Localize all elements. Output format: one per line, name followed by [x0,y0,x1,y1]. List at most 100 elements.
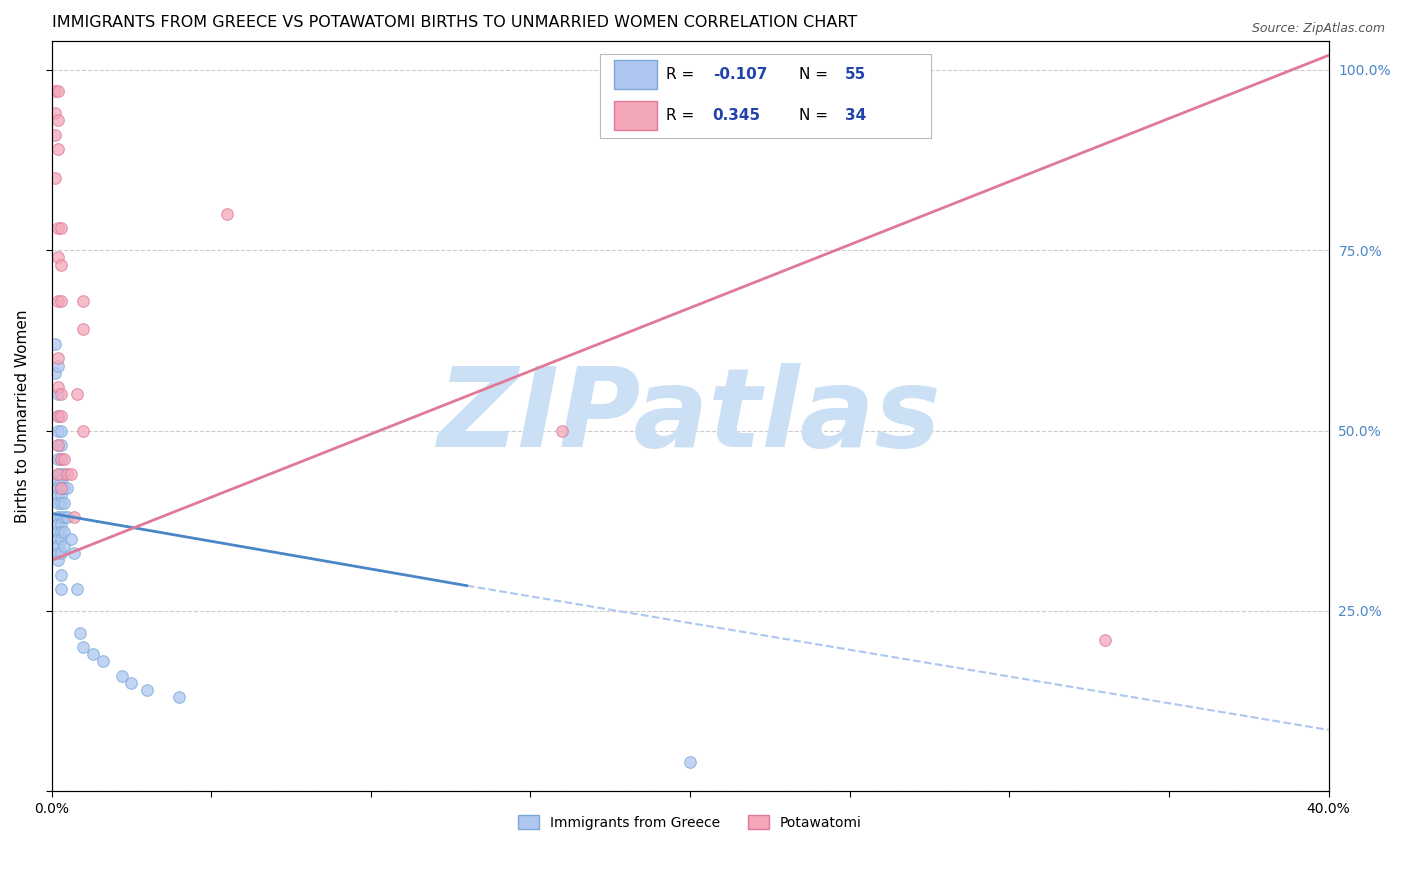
Point [46,221,69,235]
Point [44,366,66,380]
Point [551,424,574,438]
Point [82,647,104,661]
Point [679,756,702,770]
Point [46,113,69,128]
Point [49,524,72,539]
Point [53,481,76,495]
Point [46,380,69,394]
Point [46,452,69,467]
Text: IMMIGRANTS FROM GREECE VS POTAWATOMI BIRTHS TO UNMARRIED WOMEN CORRELATION CHART: IMMIGRANTS FROM GREECE VS POTAWATOMI BIR… [52,15,856,30]
Point [56,510,79,524]
Point [217,207,239,221]
Point [49,438,72,452]
Point [53,467,76,481]
Bar [613,101,657,130]
Point [46,553,69,567]
Text: 0.345: 0.345 [713,108,761,123]
Point [44,337,66,351]
Point [63,510,86,524]
Point [49,582,72,597]
Point [46,438,69,452]
Point [72,293,94,308]
Point [66,387,89,401]
Point [46,467,69,481]
Text: -0.107: -0.107 [713,67,768,82]
Point [49,452,72,467]
Point [46,409,69,423]
Point [46,496,69,510]
Point [53,524,76,539]
Point [63,546,86,560]
Point [72,322,94,336]
Text: 34: 34 [845,108,866,123]
Point [49,567,72,582]
Point [53,496,76,510]
Point [46,532,69,546]
Point [46,467,69,481]
Point [46,84,69,98]
Point [49,221,72,235]
Legend: Immigrants from Greece, Potawatomi: Immigrants from Greece, Potawatomi [512,808,869,837]
Text: 55: 55 [845,67,866,82]
Point [49,546,72,560]
Point [91,654,114,668]
Point [49,481,72,495]
Point [44,106,66,120]
Point [1094,632,1116,647]
Point [53,452,76,467]
Point [46,510,69,524]
Point [59,467,82,481]
Point [46,251,69,265]
Point [49,424,72,438]
Text: N =: N = [799,108,832,123]
Point [136,683,159,698]
Point [46,474,69,488]
Point [59,532,82,546]
Point [53,510,76,524]
Point [49,452,72,467]
Point [46,142,69,156]
Point [56,481,79,495]
Point [46,293,69,308]
Point [49,510,72,524]
Point [56,467,79,481]
Point [46,351,69,366]
Text: R =: R = [666,108,700,123]
Point [49,409,72,423]
Point [46,539,69,553]
Point [53,539,76,553]
Point [46,488,69,502]
Point [49,387,72,401]
Text: Source: ZipAtlas.com: Source: ZipAtlas.com [1251,22,1385,36]
Point [111,669,134,683]
Y-axis label: Births to Unmarried Women: Births to Unmarried Women [15,310,30,523]
Point [120,676,142,690]
Point [44,171,66,186]
Point [69,625,91,640]
Text: N =: N = [799,67,832,82]
Point [46,409,69,423]
Point [72,640,94,654]
Text: R =: R = [666,67,700,82]
Point [49,258,72,272]
Point [49,481,72,495]
Point [46,387,69,401]
Point [46,524,69,539]
Point [46,424,69,438]
Point [72,424,94,438]
Point [49,496,72,510]
Point [44,84,66,98]
Point [46,359,69,373]
Bar [613,61,657,89]
Point [46,481,69,495]
Point [49,293,72,308]
Point [49,532,72,546]
Point [46,546,69,560]
Point [49,467,72,481]
Point [49,488,72,502]
Point [66,582,89,597]
Point [167,690,190,705]
Point [44,128,66,142]
Point [46,438,69,452]
Point [46,517,69,532]
